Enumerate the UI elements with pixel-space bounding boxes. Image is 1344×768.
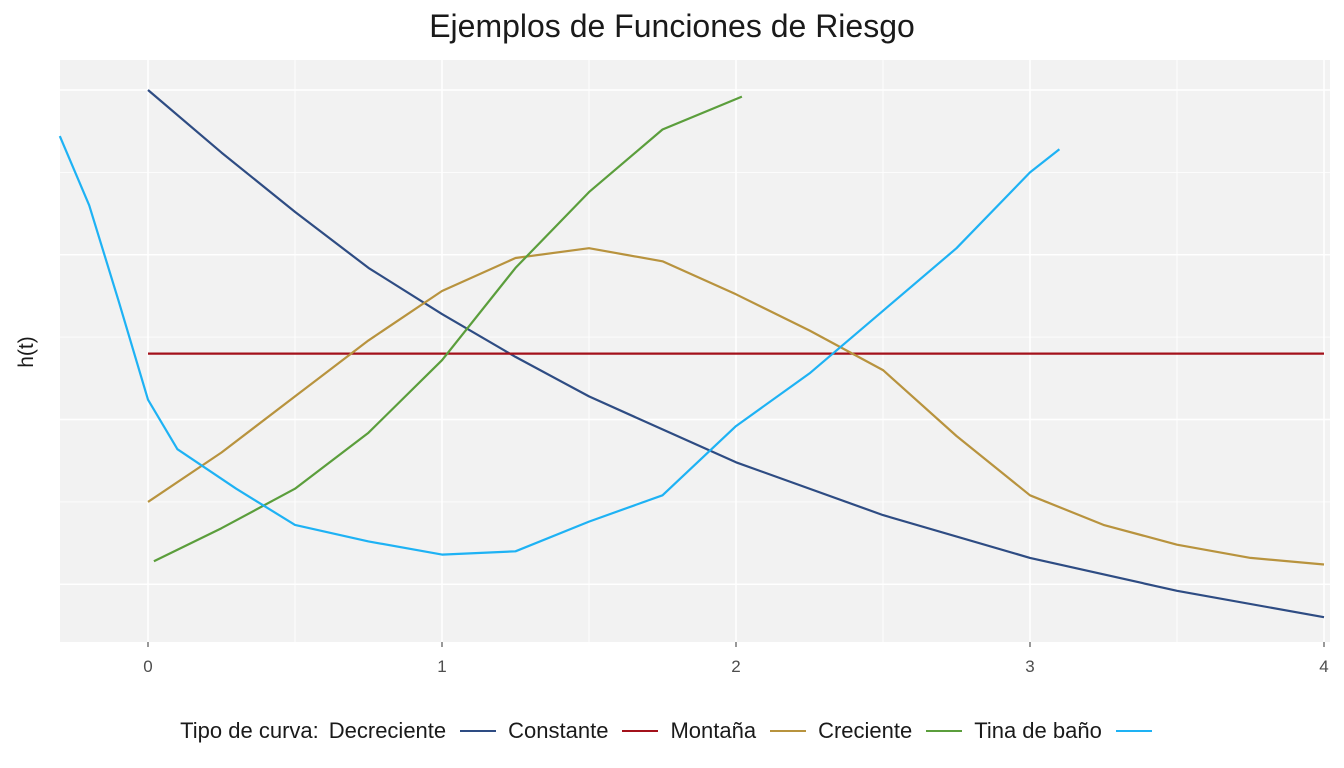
legend-label: Constante	[508, 718, 609, 743]
x-tick-label: 3	[1025, 657, 1034, 676]
legend: Tipo de curva: Decreciente Constante Monta…	[0, 716, 1344, 746]
x-tick-label: 2	[731, 657, 740, 676]
legend-item: Montaña	[670, 718, 807, 744]
plot-panel-background	[60, 60, 1330, 642]
legend-key-swatch	[622, 730, 659, 732]
legend-title: Tipo de curva:	[180, 718, 319, 743]
y-axis-label: h(t)	[15, 336, 38, 368]
chart-title: Ejemplos de Funciones de Riesgo	[429, 8, 915, 44]
legend-item: Decreciente	[328, 718, 497, 744]
x-tick-layer: 0 1 2 3 4	[143, 642, 1329, 676]
legend-items: Decreciente Constante Montaña Creciente Tina…	[329, 718, 1164, 744]
series-line-decreciente	[147, 89, 1325, 619]
series-line-tina-de-baño	[58, 135, 1061, 556]
x-tick-label: 4	[1319, 657, 1328, 676]
legend-key-swatch	[770, 730, 807, 732]
x-tick-label: 0	[143, 657, 152, 676]
legend-item: Creciente	[818, 718, 963, 744]
series-line-montaña	[147, 247, 1325, 566]
legend-item: Constante	[508, 718, 659, 744]
series-layer	[58, 89, 1325, 619]
legend-item: Tina de baño	[974, 718, 1152, 744]
legend-key-swatch	[926, 730, 963, 732]
legend-key-swatch	[460, 730, 497, 732]
legend-key-swatch	[1115, 730, 1152, 732]
series-line-creciente	[153, 95, 743, 563]
legend-label: Creciente	[818, 718, 913, 743]
legend-label: Tina de baño	[974, 718, 1102, 743]
legend-label: Decreciente	[328, 718, 447, 743]
legend-label: Montaña	[670, 718, 757, 743]
x-tick-label: 1	[437, 657, 446, 676]
